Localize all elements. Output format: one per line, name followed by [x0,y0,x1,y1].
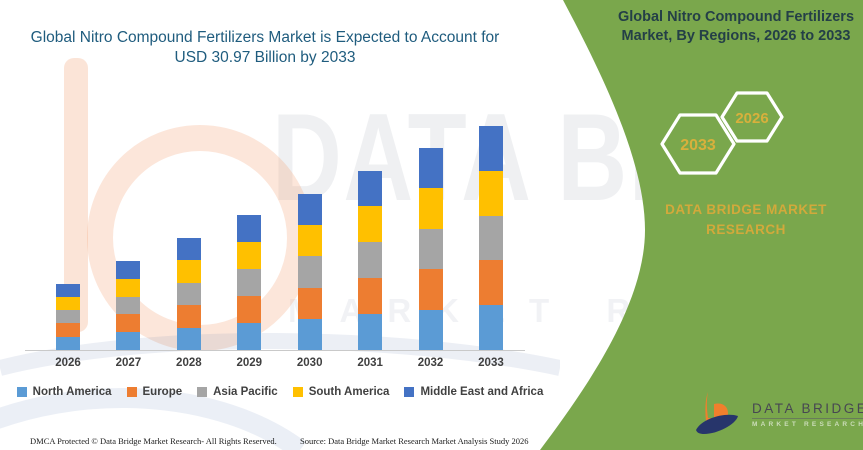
bar-segment-south-america-2029 [237,241,262,269]
bar-segment-europe-2028 [176,305,201,328]
bar-segment-asia-pacific-2031 [358,242,383,279]
legend-item-south-america: South America [292,386,390,398]
page-title: Global Nitro Compound Fertilizers Market… [30,29,500,66]
bar-segment-north-america-2027 [116,332,141,350]
bar-stack-2027 [116,261,141,350]
bar-segment-europe-2026 [56,323,80,337]
bar-segment-middle-east-and-africa-2032 [418,148,443,189]
x-axis-label-2029: 2029 [236,357,263,369]
bar-segment-north-america-2031 [358,314,383,350]
legend-item-asia-pacific: Asia Pacific [197,386,278,398]
bar-segment-north-america-2032 [418,309,443,350]
legend-swatch-asia-pacific [197,387,208,397]
x-axis-label-2030: 2030 [296,357,323,369]
legend-label-south-america: South America [308,386,390,398]
year-hexagons: 2033 2026 [660,91,784,175]
legend-item-europe: Europe [126,386,183,398]
bar-segment-north-america-2030 [297,318,322,350]
x-axis-label-2032: 2032 [417,357,444,369]
logo-sub-text: MARKET RESEARCH [752,420,863,428]
bar-segment-north-america-2033 [478,305,503,350]
bar-2029 [237,214,262,350]
legend-swatch-south-america [292,387,303,397]
legend-item-north-america: North America [16,386,112,398]
bar-2027 [116,261,141,350]
bar-stack-2026 [56,283,80,350]
bar-segment-south-america-2033 [478,170,503,216]
x-axis-label-2031: 2031 [357,357,383,369]
brand-wordmark: DATA BRIDGE MARKET RESEARCH [665,202,827,237]
x-axis-labels: 2026 2027 2028 2029 2030 2031 2032 2033 [46,357,513,369]
footer-source-text: Source: Data Bridge Market Research Mark… [300,436,529,446]
bar-segment-asia-pacific-2026 [56,310,80,324]
bar-2026 [56,283,80,350]
x-axis-label-2027: 2027 [115,357,142,369]
legend-swatch-north-america [16,387,27,397]
chart-legend: North America Europe Asia Pacific South Ame… [16,386,543,398]
bar-segment-south-america-2032 [418,188,443,229]
legend-swatch-middle-east-and-africa [404,387,415,397]
bar-segment-asia-pacific-2028 [176,282,201,306]
bar-segment-south-america-2030 [297,225,322,257]
legend-label-asia-pacific: Asia Pacific [213,386,278,398]
legend-label-europe: Europe [142,386,183,398]
bar-segment-middle-east-and-africa-2031 [358,170,383,207]
bar-stack-2033 [478,126,503,350]
hexagon-2026-shape [720,91,784,143]
bar-chart-plot-area [56,85,503,350]
legend-swatch-europe [126,387,137,397]
bar-segment-asia-pacific-2027 [116,296,141,315]
bar-segment-middle-east-and-africa-2030 [297,194,322,226]
right-panel-title: Global Nitro Compound Fertilizers Market… [617,9,855,44]
bar-segment-south-america-2026 [56,296,80,311]
bar-segment-asia-pacific-2030 [297,256,322,288]
bar-stack-2030 [297,194,322,350]
bar-segment-asia-pacific-2032 [418,228,443,270]
bar-segment-europe-2030 [297,287,322,319]
x-axis-label-2028: 2028 [176,357,202,369]
bar-segment-middle-east-and-africa-2033 [478,126,503,171]
x-axis-line [25,350,525,351]
bar-stack-2032 [418,148,443,350]
bar-2032 [418,148,443,350]
bar-segment-europe-2027 [116,314,141,333]
bar-segment-south-america-2028 [176,260,201,283]
bar-segment-north-america-2028 [176,327,201,350]
bar-2028 [176,238,201,350]
bar-stack-2031 [358,170,383,350]
bar-stack-2028 [176,238,201,350]
bar-stack-2029 [237,214,262,350]
bar-2031 [358,170,383,350]
bar-segment-europe-2029 [237,295,262,323]
legend-item-middle-east-and-africa: Middle East and Africa [404,386,543,398]
bar-segment-europe-2031 [358,278,383,315]
hexagon-2026-label: 2026 [735,110,768,127]
logo-name-text: DATA BRIDGE [752,401,863,419]
bar-segment-middle-east-and-africa-2027 [116,261,141,279]
bar-segment-north-america-2029 [237,322,262,350]
hexagon-2033-shape [660,113,736,175]
databridge-logo: DATA BRIDGE MARKET RESEARCH [692,388,863,440]
hexagon-2033-label: 2033 [680,137,716,154]
bar-segment-north-america-2026 [56,336,80,350]
legend-label-middle-east-and-africa: Middle East and Africa [420,386,544,398]
bar-segment-south-america-2031 [358,206,383,243]
bar-segment-asia-pacific-2029 [237,268,262,296]
databridge-logo-icon [696,392,738,434]
legend-label-north-america: North America [32,386,112,398]
bar-segment-middle-east-and-africa-2026 [56,283,80,297]
bar-segment-middle-east-and-africa-2028 [176,238,201,261]
bar-segment-asia-pacific-2033 [478,215,503,261]
bar-segment-europe-2033 [478,260,503,306]
x-axis-label-2026: 2026 [55,357,81,369]
bar-2030 [297,194,322,350]
footer-dmca-text: DMCA Protected © Data Bridge Market Rese… [30,436,277,446]
x-axis-label-2033: 2033 [478,357,504,369]
bar-segment-south-america-2027 [116,278,141,297]
bar-2033 [478,126,503,350]
bar-segment-middle-east-and-africa-2029 [237,214,262,242]
bar-segment-europe-2032 [418,269,443,310]
